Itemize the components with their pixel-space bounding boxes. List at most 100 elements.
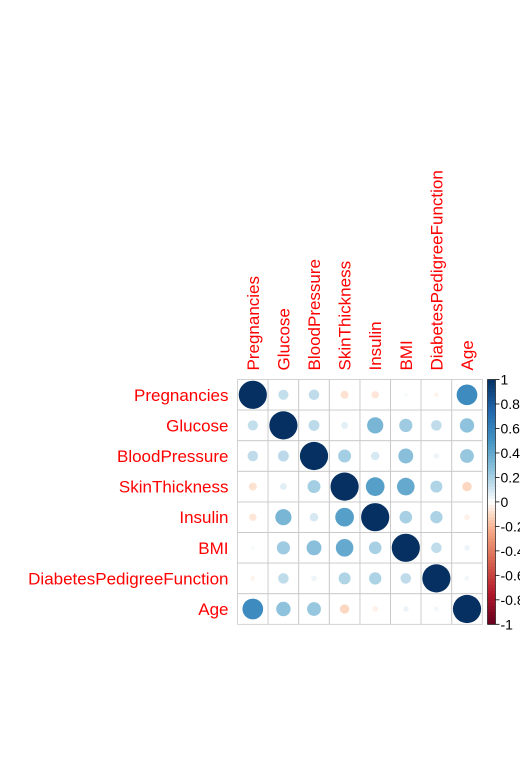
colorbar-segment xyxy=(487,397,496,402)
corr-circle-Glucose-BMI xyxy=(399,418,413,433)
corr-circle-Age-BMI xyxy=(402,606,409,612)
corr-circle-SkinThickness-Insulin xyxy=(365,477,385,496)
colorbar-tick-label: -0.6 xyxy=(501,567,520,583)
corr-circle-BloodPressure-SkinThickness xyxy=(338,449,352,463)
colorbar-segment xyxy=(487,520,496,524)
corr-circle-Pregnancies-Pregnancies xyxy=(238,380,267,409)
colorbar-segment xyxy=(487,471,496,475)
colorbar-segment xyxy=(487,437,496,442)
colorbar-segment xyxy=(487,544,496,549)
corr-circle-SkinThickness-Age xyxy=(462,481,472,492)
colorbar-tick-label: 1 xyxy=(501,372,509,388)
colorbar-segment xyxy=(487,596,496,601)
corr-circle-Insulin-BMI xyxy=(399,510,413,524)
corr-circle-Glucose-Age xyxy=(459,418,475,433)
colorbar-segment xyxy=(487,440,496,445)
colorbar-segment xyxy=(487,456,496,460)
colorbar-segment xyxy=(487,400,496,405)
corr-circle-Age-BloodPressure xyxy=(307,602,321,616)
corr-circle-BloodPressure-Glucose xyxy=(277,450,289,462)
corr-circle-Glucose-Insulin xyxy=(367,417,384,434)
corr-circle-BMI-Pregnancies xyxy=(250,545,255,550)
corr-circle-DiabetesPedigreeFunction-BloodPressure xyxy=(311,575,317,582)
column-label: Age xyxy=(458,340,477,370)
colorbar-segment xyxy=(487,394,496,399)
corr-circle-SkinThickness-BMI xyxy=(396,477,415,496)
colorbar-segment xyxy=(487,462,496,466)
colorbar-segment xyxy=(487,446,496,451)
colorbar-segment xyxy=(487,382,496,387)
column-label: DiabetesPedigreeFunction xyxy=(427,170,446,370)
colorbar-segment xyxy=(487,501,496,506)
corr-circle-DiabetesPedigreeFunction-Glucose xyxy=(278,573,289,584)
corr-circle-BloodPressure-Pregnancies xyxy=(247,450,259,462)
corr-circle-Insulin-Glucose xyxy=(275,509,292,526)
corr-circle-DiabetesPedigreeFunction-BMI xyxy=(400,573,412,584)
colorbar-segment xyxy=(487,477,496,481)
colorbar-segment xyxy=(487,566,496,570)
corr-circle-BMI-SkinThickness xyxy=(335,538,354,557)
row-label: SkinThickness xyxy=(119,478,229,497)
colorbar-segment xyxy=(487,459,496,463)
corr-circle-Insulin-BloodPressure xyxy=(309,512,319,522)
colorbar-segment xyxy=(487,612,496,616)
corr-circle-Glucose-SkinThickness xyxy=(341,421,349,429)
corr-circle-Insulin-DiabetesPedigreeFunction xyxy=(430,511,443,524)
colorbar-segment xyxy=(487,425,496,429)
corr-circle-BMI-DiabetesPedigreeFunction xyxy=(431,542,442,554)
corr-circle-Age-SkinThickness xyxy=(339,604,350,614)
colorbar-segment xyxy=(487,391,496,396)
colorbar-segment xyxy=(487,416,496,420)
colorbar-segment xyxy=(487,523,496,527)
colorbar-segment xyxy=(487,563,496,567)
corr-circle-BloodPressure-BloodPressure xyxy=(299,441,329,471)
corr-circle-DiabetesPedigreeFunction-SkinThickness xyxy=(338,572,351,585)
corr-circle-DiabetesPedigreeFunction-DiabetesPedigreeFunction xyxy=(422,564,451,593)
colorbar-segment xyxy=(487,388,496,393)
colorbar-segment xyxy=(487,615,496,619)
corr-circle-Pregnancies-BMI xyxy=(403,392,408,397)
corr-circle-Age-Age xyxy=(452,594,482,624)
corr-circle-Glucose-Pregnancies xyxy=(247,420,258,431)
colorbar-segment xyxy=(487,498,496,503)
colorbar-segment xyxy=(487,547,496,552)
corr-circle-SkinThickness-DiabetesPedigreeFunction xyxy=(430,480,443,493)
corr-circle-BMI-Glucose xyxy=(276,541,291,555)
colorbar-tick-label: 0.6 xyxy=(501,420,520,436)
colorbar-segment xyxy=(487,474,496,478)
row-label: Age xyxy=(198,600,228,619)
colorbar-segment xyxy=(487,621,496,625)
row-label: Glucose xyxy=(166,416,228,435)
colorbar-segment xyxy=(487,489,496,494)
colorbar-segment xyxy=(487,556,496,561)
colorbar-segment xyxy=(487,517,496,521)
colorbar-segment xyxy=(487,560,496,564)
colorbar-segment xyxy=(487,618,496,622)
colorbar-segment xyxy=(487,578,496,582)
colorbar-segment xyxy=(487,529,496,533)
colorbar-segment xyxy=(487,428,496,432)
corr-circle-Insulin-SkinThickness xyxy=(335,507,354,527)
colorbar-segment xyxy=(487,508,496,512)
colorbar-segment xyxy=(487,593,496,598)
colorbar-tick-label: 0 xyxy=(501,494,509,510)
corr-circle-DiabetesPedigreeFunction-Insulin xyxy=(369,572,382,585)
colorbar-segment xyxy=(487,449,496,454)
colorbar-segment xyxy=(487,443,496,448)
colorbar-segment xyxy=(487,538,496,543)
corr-circle-SkinThickness-Pregnancies xyxy=(248,482,257,491)
colorbar-segment xyxy=(487,431,496,435)
colorbar-segment xyxy=(487,385,496,390)
colorbar-segment xyxy=(487,575,496,579)
colorbar-segment xyxy=(487,590,496,595)
corr-circle-Age-Insulin xyxy=(372,606,379,612)
colorbar-segment xyxy=(487,569,496,573)
colorbar-segment xyxy=(487,492,496,497)
grid-cell xyxy=(451,593,483,625)
corr-circle-Glucose-BloodPressure xyxy=(308,419,320,431)
corr-circle-Pregnancies-SkinThickness xyxy=(340,390,349,399)
column-label: Pregnancies xyxy=(244,276,263,371)
colorbar-segment xyxy=(487,468,496,472)
colorbar-segment xyxy=(487,486,496,491)
corr-circle-BMI-BloodPressure xyxy=(306,540,322,556)
